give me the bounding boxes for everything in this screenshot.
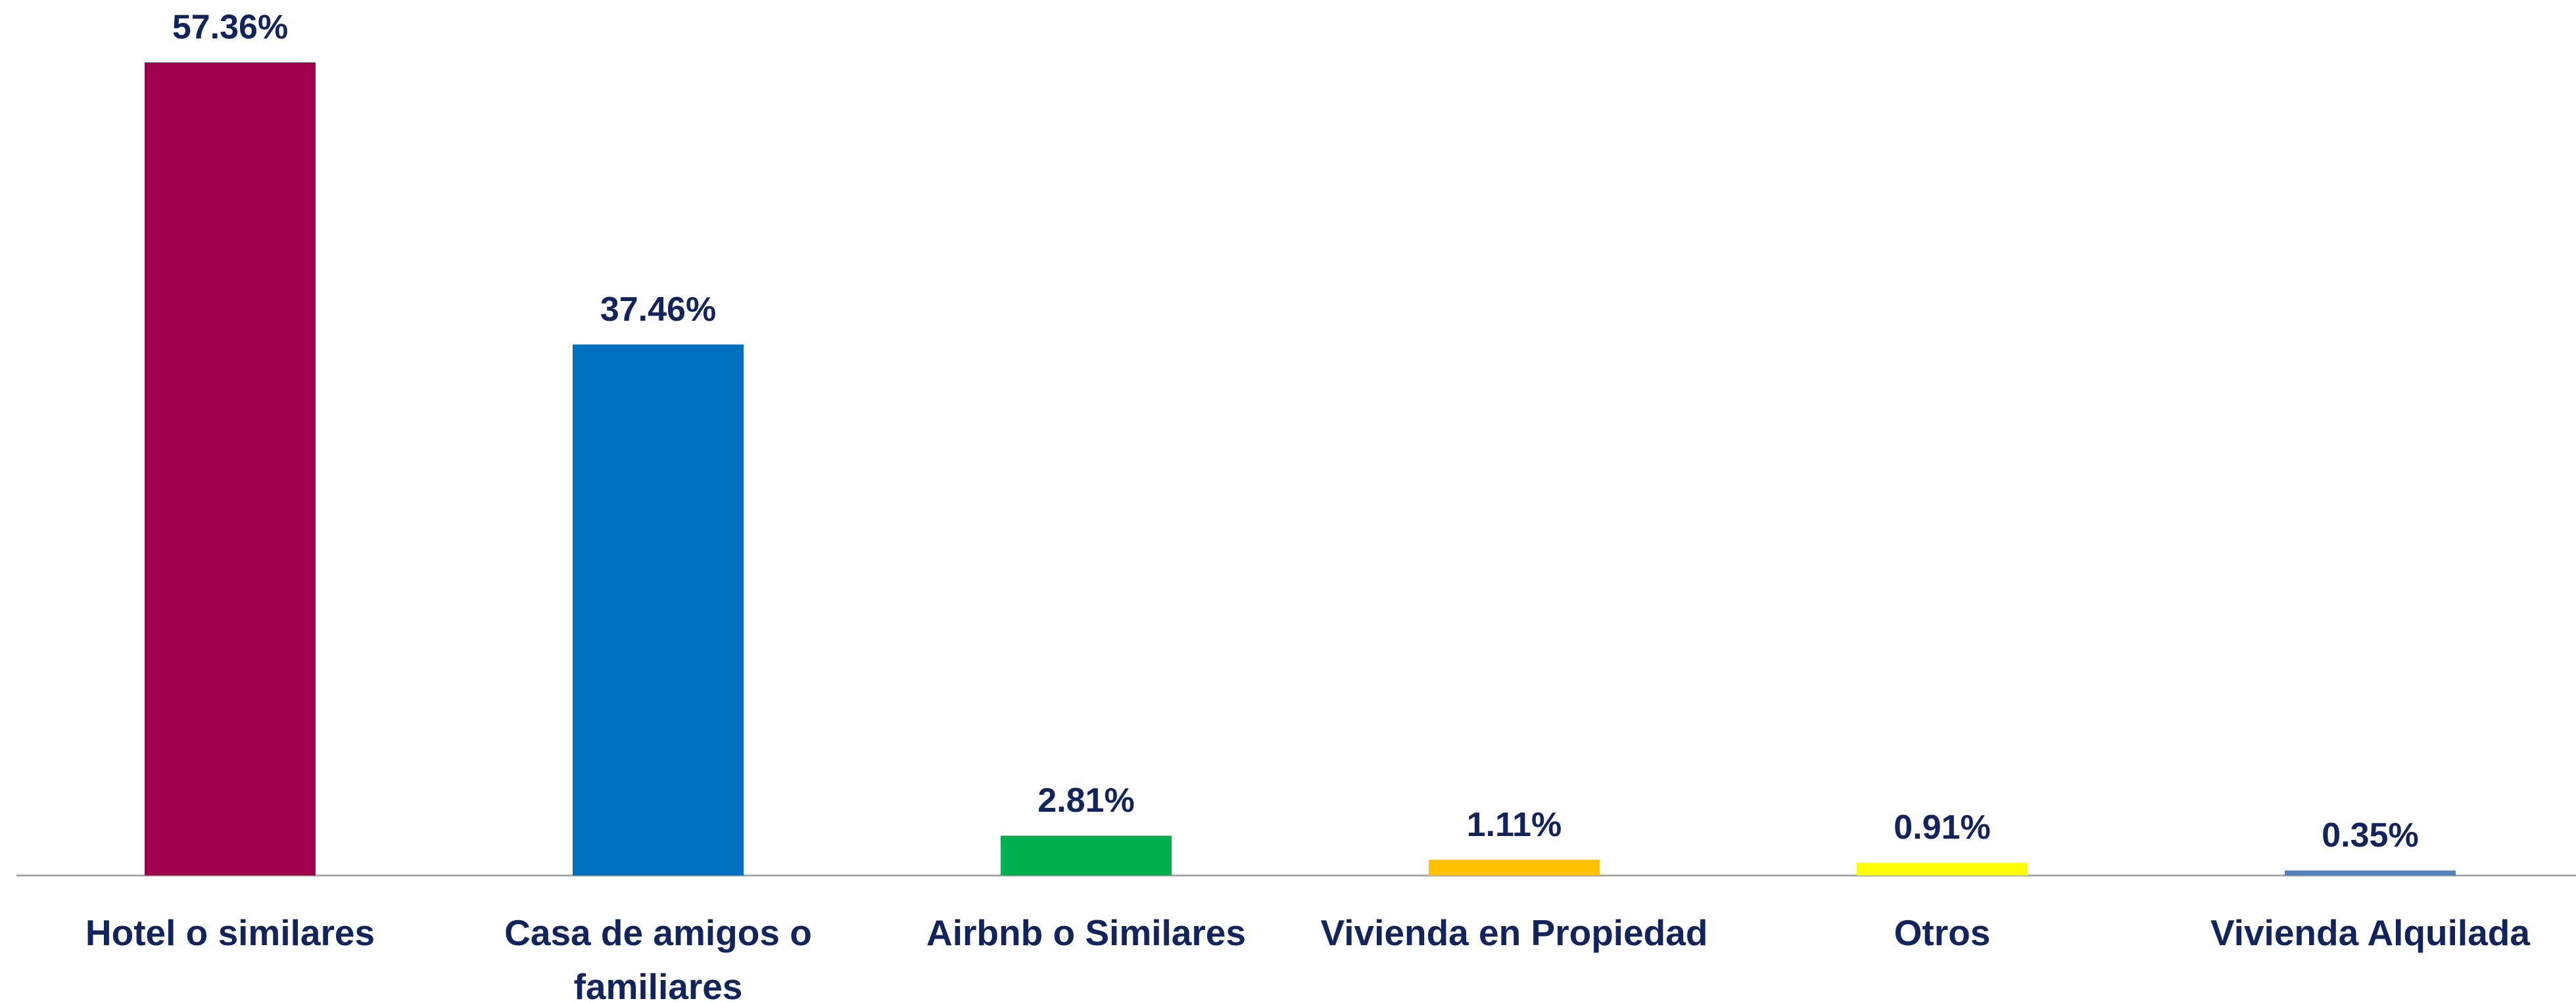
data-label: 0.35% xyxy=(2322,816,2418,854)
data-label: 1.11% xyxy=(1467,806,1562,844)
data-label: 0.91% xyxy=(1894,808,1990,847)
x-tick-label: Airbnb o Similares xyxy=(926,912,1246,953)
bar xyxy=(2285,870,2456,875)
bar xyxy=(1429,860,1600,875)
bar xyxy=(145,62,316,875)
bar xyxy=(573,344,744,875)
x-tick-label: Casa de amigos o familiares xyxy=(504,912,812,1003)
data-label: 2.81% xyxy=(1038,781,1134,820)
x-tick-label: Otros xyxy=(1894,912,1991,953)
bar xyxy=(1857,862,2028,875)
bar xyxy=(1001,835,1172,875)
data-label: 57.36% xyxy=(172,9,288,47)
x-tick-label: Hotel o similares xyxy=(85,912,375,953)
x-tick-label: Vivienda en Propiedad xyxy=(1320,912,1708,953)
data-label: 37.46% xyxy=(600,291,716,329)
x-tick-label: Vivienda Alquilada xyxy=(2210,912,2530,953)
